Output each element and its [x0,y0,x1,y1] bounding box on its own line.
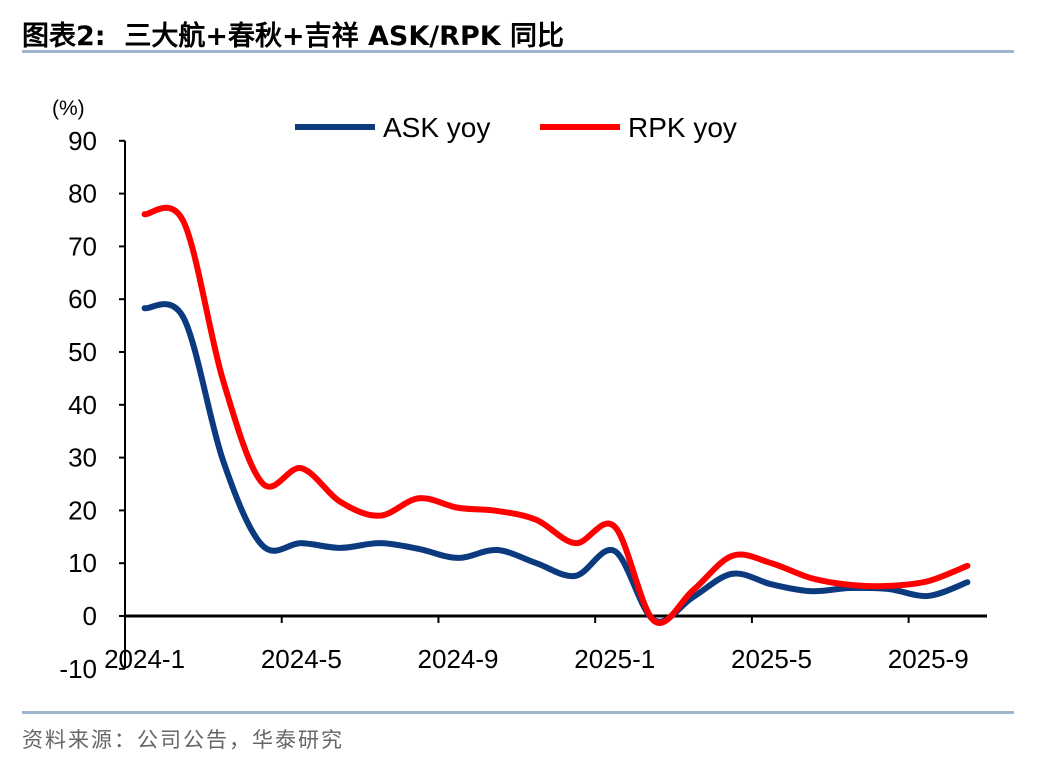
y-tick-label: 30 [68,443,97,473]
y-axis-unit: (%) [52,97,85,120]
y-tick-label: 80 [68,179,97,209]
x-tick-label: 2024-1 [104,644,185,674]
x-tick-label: 2025-1 [574,644,655,674]
figure-title: 图表2: 三大航+春秋+吉祥 ASK/RPK 同比 [22,21,565,52]
x-tick-label: 2025-9 [888,644,969,674]
header-divider [22,50,1014,53]
x-tick-label: 2025-5 [731,644,812,674]
y-tick-label: 40 [68,390,97,420]
y-tick-label: -10 [59,654,97,684]
y-tick-label: 50 [68,337,97,367]
x-tick-label: 2024-9 [418,644,499,674]
y-tick-label: 0 [83,601,97,631]
legend-label: RPK yoy [628,112,737,143]
y-tick-label: 90 [68,126,97,156]
legend-label: ASK yoy [383,112,490,143]
y-tick-label: 70 [68,231,97,261]
series-line-rpk-yoy [141,204,971,626]
y-tick-label: 20 [68,495,97,525]
y-tick-label: 10 [68,548,97,578]
footer-divider [22,711,1014,714]
source-note: 资料来源：公司公告，华泰研究 [22,728,344,752]
y-tick-label: 60 [68,284,97,314]
series-line-ask-yoy [141,301,971,625]
x-tick-label: 2024-5 [261,644,342,674]
